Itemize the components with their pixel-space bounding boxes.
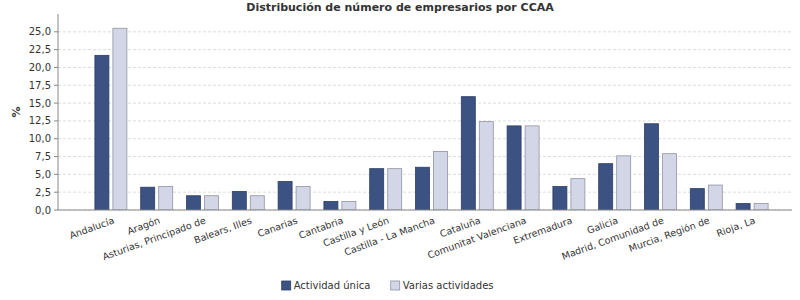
x-tick-label: Asturias, Principado de (101, 214, 207, 262)
y-tick-label: 5,0 (35, 169, 51, 180)
bar (599, 164, 613, 210)
y-tick (54, 192, 58, 193)
y-tick-label: 22,5 (29, 44, 51, 55)
y-label: % (10, 106, 23, 117)
y-tick-label: 12,5 (29, 115, 51, 126)
y-tick (54, 67, 58, 68)
y-tick-label: 0,0 (35, 205, 51, 216)
legend-swatch (391, 281, 400, 290)
grid-line (58, 103, 792, 104)
grid-line (58, 31, 792, 32)
bar (461, 97, 475, 210)
bar (690, 189, 704, 210)
x-tick-label: Rioja, La (715, 215, 757, 239)
bar (617, 156, 631, 210)
y-tick (54, 85, 58, 86)
grid-line (58, 210, 792, 211)
x-tick-label: Canarias (256, 215, 299, 240)
grid-line (58, 67, 792, 68)
y-tick (54, 103, 58, 104)
bar (663, 154, 677, 210)
legend-label: Varias actividades (403, 280, 494, 291)
bars (95, 28, 768, 210)
legend: Actividad única Varias actividades (282, 280, 494, 291)
legend-label: Actividad única (294, 280, 371, 291)
bar (159, 186, 173, 210)
y-tick-label: 10,0 (29, 133, 51, 144)
bar (296, 186, 310, 210)
y-tick (54, 31, 58, 32)
y-tick-label: 2,5 (35, 187, 51, 198)
grid-line (58, 138, 792, 139)
grid-line (58, 120, 792, 121)
bar (113, 28, 127, 210)
bar (95, 55, 109, 210)
y-tick (54, 210, 58, 211)
bar (645, 124, 659, 210)
grid-line (58, 156, 792, 157)
x-tick-label: Castilla - La Mancha (343, 215, 437, 258)
bar (434, 152, 448, 210)
title: Distribución de número de empresarios po… (246, 1, 554, 14)
y-tick (54, 138, 58, 139)
y-tick (54, 120, 58, 121)
bar (507, 126, 521, 210)
y-tick-label: 7,5 (35, 151, 51, 162)
bar (278, 181, 292, 210)
bar (187, 196, 201, 210)
x-tick-label: Extremadura (512, 215, 574, 246)
bar (708, 185, 722, 210)
bar (525, 126, 539, 210)
y-tick (54, 49, 58, 50)
bar (324, 201, 338, 210)
y-tick-label: 15,0 (29, 98, 51, 109)
grid-line (58, 49, 792, 50)
bar (571, 179, 585, 210)
bar (553, 186, 567, 210)
bar (141, 187, 155, 210)
bar (479, 122, 493, 210)
y-tick-label: 25,0 (29, 26, 51, 37)
x-tick-label: Balears, Illes (192, 215, 253, 246)
bar (205, 196, 219, 210)
bar (250, 196, 264, 210)
y-tick-label: 17,5 (29, 80, 51, 91)
bar (388, 169, 402, 210)
chart: Distribución de número de empresarios po… (0, 0, 800, 300)
bar (416, 167, 430, 210)
y-tick (54, 174, 58, 175)
x-axis (58, 210, 792, 211)
legend-swatch (282, 281, 291, 290)
bar (754, 204, 768, 210)
x-tick-label: Andalucía (68, 215, 116, 241)
grid-line (58, 85, 792, 86)
y-tick (54, 156, 58, 157)
bar (736, 204, 750, 210)
y-axis (58, 14, 59, 210)
bar (232, 191, 246, 210)
y-tick-label: 20,0 (29, 62, 51, 73)
bar (342, 201, 356, 210)
bar (370, 169, 384, 210)
x-tick-label: Murcia, Región de (627, 214, 711, 253)
